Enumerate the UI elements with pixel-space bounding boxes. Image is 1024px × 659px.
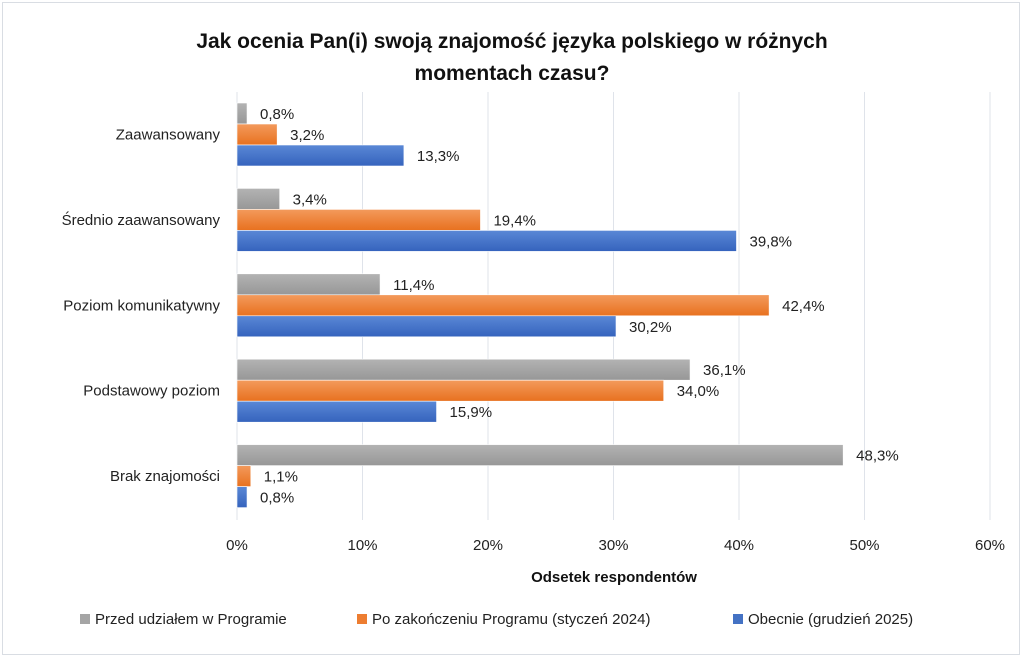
x-tick-labels: 0% 10% 20% 30% 40% 50% 60% [226, 537, 1005, 554]
data-label: 0,8% [260, 490, 294, 507]
legend-swatch [80, 614, 90, 624]
x-tick-label: 30% [598, 537, 628, 554]
data-label: 19,4% [493, 212, 536, 229]
x-tick-label: 10% [347, 537, 377, 554]
data-label: 13,3% [417, 148, 460, 165]
legend-label: Obecnie (grudzień 2025) [748, 611, 913, 628]
data-label: 3,4% [293, 191, 327, 208]
bar [236, 188, 280, 210]
x-tick-label: 50% [849, 537, 879, 554]
legend-swatch [357, 614, 367, 624]
data-label: 11,4% [393, 277, 434, 294]
bar [236, 400, 437, 423]
chart-title-line-2: momentach czasu? [415, 62, 610, 85]
bar [236, 379, 665, 402]
x-axis-title: Odsetek respondentów [531, 569, 697, 586]
legend-swatch [733, 614, 743, 624]
bar [236, 144, 405, 167]
bar [236, 273, 381, 296]
legend-label: Po zakończeniu Programu (styczeń 2024) [372, 611, 650, 628]
bar [236, 294, 770, 317]
bar [236, 486, 248, 508]
category-label: Podstawowy poziom [83, 383, 220, 400]
bar [236, 123, 278, 146]
category-label: Zaawansowany [116, 127, 221, 144]
x-tick-label: 60% [975, 537, 1005, 554]
data-label: 42,4% [782, 298, 825, 315]
x-tick-label: 20% [473, 537, 503, 554]
legend: Przed udziałem w Programie Po zakończeniu… [80, 611, 913, 628]
bar [236, 209, 481, 231]
bar [236, 102, 248, 125]
category-labels: Zaawansowany Średnio zaawansowany Poziom k… [62, 127, 221, 486]
data-label: 39,8% [749, 233, 792, 250]
data-label: 1,1% [264, 469, 298, 486]
category-label: Brak znajomości [110, 468, 220, 485]
bar [236, 465, 252, 487]
bar [236, 315, 617, 338]
data-label: 15,9% [450, 404, 493, 421]
chart-title-line-1: Jak ocenia Pan(i) swoją znajomość języka… [196, 30, 827, 53]
bar [236, 358, 691, 381]
category-label: Poziom komunikatywny [63, 297, 220, 314]
data-label: 30,2% [629, 319, 672, 336]
bars: 0,8% 3,2% 13,3% 3,4% 19,4% 39,8% 11,4% 42,4% 30,… [236, 102, 899, 508]
bar [236, 230, 737, 252]
data-label: 36,1% [703, 362, 746, 379]
legend-label: Przed udziałem w Programie [95, 611, 287, 628]
x-tick-label: 0% [226, 537, 248, 554]
bar [236, 444, 844, 466]
data-label: 48,3% [856, 448, 899, 465]
x-tick-label: 40% [724, 537, 754, 554]
data-label: 34,0% [677, 383, 720, 400]
category-label: Średnio zaawansowany [62, 211, 221, 229]
data-label: 0,8% [260, 106, 294, 123]
data-label: 3,2% [290, 127, 324, 144]
